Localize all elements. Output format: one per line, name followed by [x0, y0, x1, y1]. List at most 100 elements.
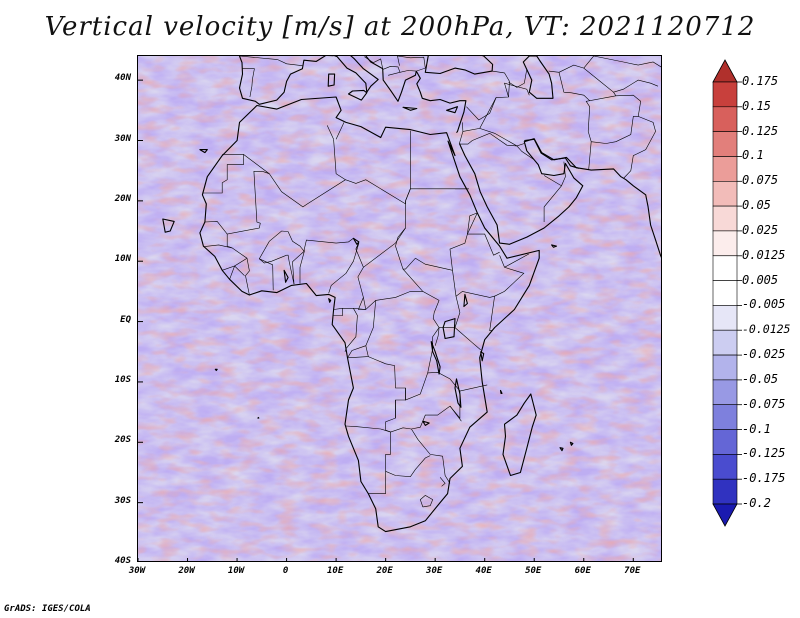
country-border — [466, 97, 497, 121]
country-border — [357, 227, 406, 310]
colorbar-level-label: -0.1 — [742, 421, 771, 436]
country-border — [385, 455, 431, 478]
lat-tick-label: 40N — [114, 73, 131, 84]
colorbar-level-label: 0.05 — [742, 198, 771, 213]
lon-tick-label: 30W — [128, 566, 146, 576]
lon-tick-label: 0 — [282, 566, 289, 576]
colorbar-swatch — [712, 156, 738, 182]
africa-coastline — [199, 96, 540, 533]
country-border — [344, 308, 358, 352]
country-border — [328, 242, 360, 294]
colorbar-swatch — [712, 478, 738, 505]
colorbar-swatch — [712, 329, 738, 356]
country-border — [583, 56, 624, 69]
country-border — [623, 61, 661, 68]
lake-outline — [454, 378, 462, 408]
country-border — [357, 291, 423, 310]
country-border — [449, 405, 462, 422]
country-border — [262, 171, 270, 174]
colorbar-swatch — [712, 280, 738, 306]
colorbar-bottom-arrow — [712, 503, 738, 527]
colorbar-level-label: -0.2 — [742, 496, 771, 510]
country-border — [558, 64, 617, 96]
colorbar-level-label: 0.1 — [742, 148, 764, 163]
colorbar-level-label: -0.025 — [742, 347, 786, 362]
island-coastline — [214, 368, 218, 372]
country-border — [326, 125, 334, 140]
country-border — [243, 154, 406, 208]
colorbar-level-label: 0.005 — [742, 272, 779, 287]
country-border — [411, 428, 443, 457]
colorbar-swatch — [712, 255, 738, 281]
island-coastline — [569, 441, 574, 446]
lon-tick-label: 30E — [426, 566, 443, 576]
lake-outline — [463, 293, 468, 308]
colorbar-swatch — [712, 404, 738, 430]
colorbar-swatch — [712, 305, 738, 331]
black-sea-coastline — [424, 56, 494, 75]
lake-outline — [442, 318, 456, 340]
country-border — [454, 291, 495, 331]
country-border — [548, 70, 590, 101]
lon-tick-label: 10W — [227, 566, 245, 576]
colorbar-level-label: 0.125 — [742, 123, 779, 138]
country-border — [286, 254, 295, 285]
colorbar-top-arrow — [712, 59, 738, 83]
country-border — [439, 327, 481, 351]
country-border — [516, 145, 535, 161]
country-border — [202, 154, 244, 194]
lon-tick-label: 20W — [178, 566, 195, 576]
country-border — [543, 175, 562, 222]
persian-gulf-coastline — [524, 138, 579, 169]
island-coastline — [551, 244, 558, 248]
sicily-coastline — [347, 89, 368, 101]
colorbar-swatch — [712, 429, 738, 455]
island-coastline — [199, 149, 208, 154]
balkans-coastline — [365, 56, 417, 102]
lat-tick-label: EQ — [120, 314, 131, 325]
country-border — [258, 230, 360, 264]
colorbar-level-label: 0.0125 — [742, 247, 786, 262]
colorbar-level-label: 0.075 — [742, 173, 779, 188]
lon-tick-label: 10E — [326, 566, 344, 576]
lat-tick-label: 30S — [114, 495, 131, 506]
colorbar-level-label: 0.175 — [742, 74, 779, 88]
country-border — [459, 132, 517, 147]
country-border — [242, 68, 255, 98]
colorbar-swatch — [712, 354, 738, 381]
country-border — [332, 308, 343, 316]
colorbar-level-label: 0.025 — [742, 222, 779, 237]
country-border — [335, 122, 345, 140]
levant-coastline — [415, 70, 467, 134]
velocity-field-map[interactable] — [138, 56, 662, 562]
country-border — [442, 456, 451, 484]
country-border — [467, 233, 500, 256]
lake-outline — [422, 420, 430, 426]
madagascar-coastline — [502, 393, 537, 477]
lake-outline — [283, 269, 289, 283]
island-coastline — [328, 298, 332, 303]
field-positive-texture — [138, 56, 661, 561]
country-border — [292, 250, 305, 285]
country-border — [439, 477, 446, 487]
cyprus-coastline — [446, 106, 459, 114]
lat-tick-label: 30N — [114, 133, 131, 144]
caspian-sea-coastline — [522, 56, 554, 99]
country-border — [347, 300, 376, 358]
country-border — [504, 253, 529, 268]
country-border — [623, 116, 656, 179]
country-border — [277, 59, 303, 66]
island-coastline — [162, 218, 175, 233]
lon-tick-label: 60E — [574, 566, 591, 576]
country-border — [467, 212, 478, 235]
country-border — [411, 391, 461, 430]
lon-tick-label: 50E — [525, 566, 542, 576]
country-border — [494, 255, 525, 297]
country-border — [585, 94, 642, 170]
colorbar-swatch — [712, 131, 738, 157]
island-coastline — [499, 389, 503, 394]
country-border — [405, 371, 451, 401]
map-frame[interactable] — [137, 55, 662, 562]
colorbar-level-label: -0.0125 — [742, 322, 791, 337]
country-border — [364, 56, 383, 69]
